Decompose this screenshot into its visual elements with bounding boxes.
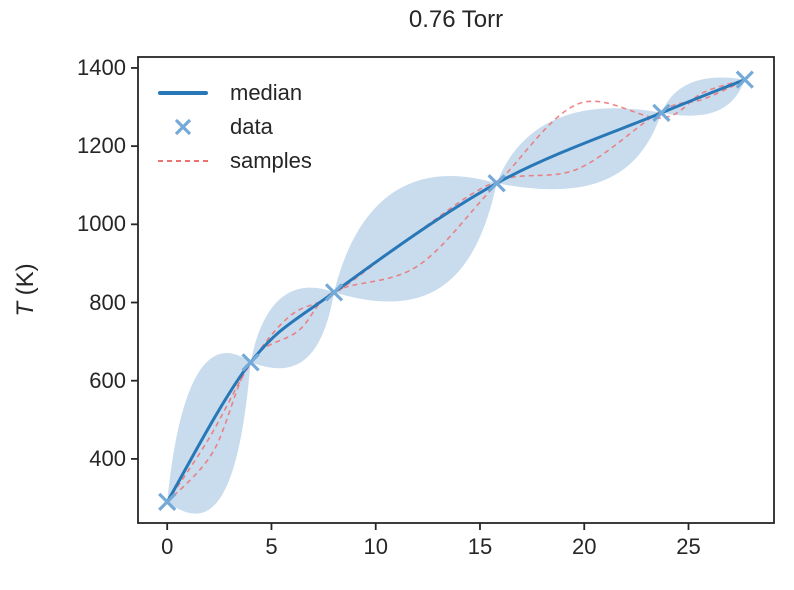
x-marker-icon [156,118,210,136]
y-axis-label: T (K) [12,263,40,316]
legend: median data samples [156,76,312,178]
dashed-line-swatch [156,158,210,164]
y-tick-label: 1400 [77,54,126,80]
y-tick-label: 800 [89,289,126,315]
x-tick-label: 20 [571,534,597,559]
legend-item-data: data [156,110,312,144]
legend-label-data: data [230,114,273,139]
chart-title: 0.76 Torr [408,6,504,33]
y-tick-label: 600 [89,367,126,393]
data-marker [487,174,506,193]
y-tick-label: 400 [89,445,126,471]
uncertainty-band [167,77,745,514]
y-axis-label-symbol: T [12,302,39,317]
legend-label-median: median [230,80,303,105]
data-marker [158,492,177,512]
median-line-swatch [156,91,210,95]
legend-item-samples: samples [156,144,312,178]
legend-label-samples: samples [230,148,312,173]
data-marker [652,103,671,123]
y-axis-label-units: (K) [12,263,39,302]
data-marker [324,283,344,302]
x-tick-label: 15 [467,534,493,559]
data-marker [735,70,754,89]
data-marker [241,353,260,372]
x-tick-label: 0 [161,534,174,559]
x-tick-label: 10 [363,534,388,559]
y-tick-label: 1000 [77,211,126,237]
axes-spines [137,56,775,524]
sample-1-line [166,78,746,503]
y-tick-label: 1200 [77,133,126,159]
x-tick-label: 5 [265,534,278,559]
x-tick-label: 25 [676,534,701,559]
legend-item-median: median [156,76,312,110]
